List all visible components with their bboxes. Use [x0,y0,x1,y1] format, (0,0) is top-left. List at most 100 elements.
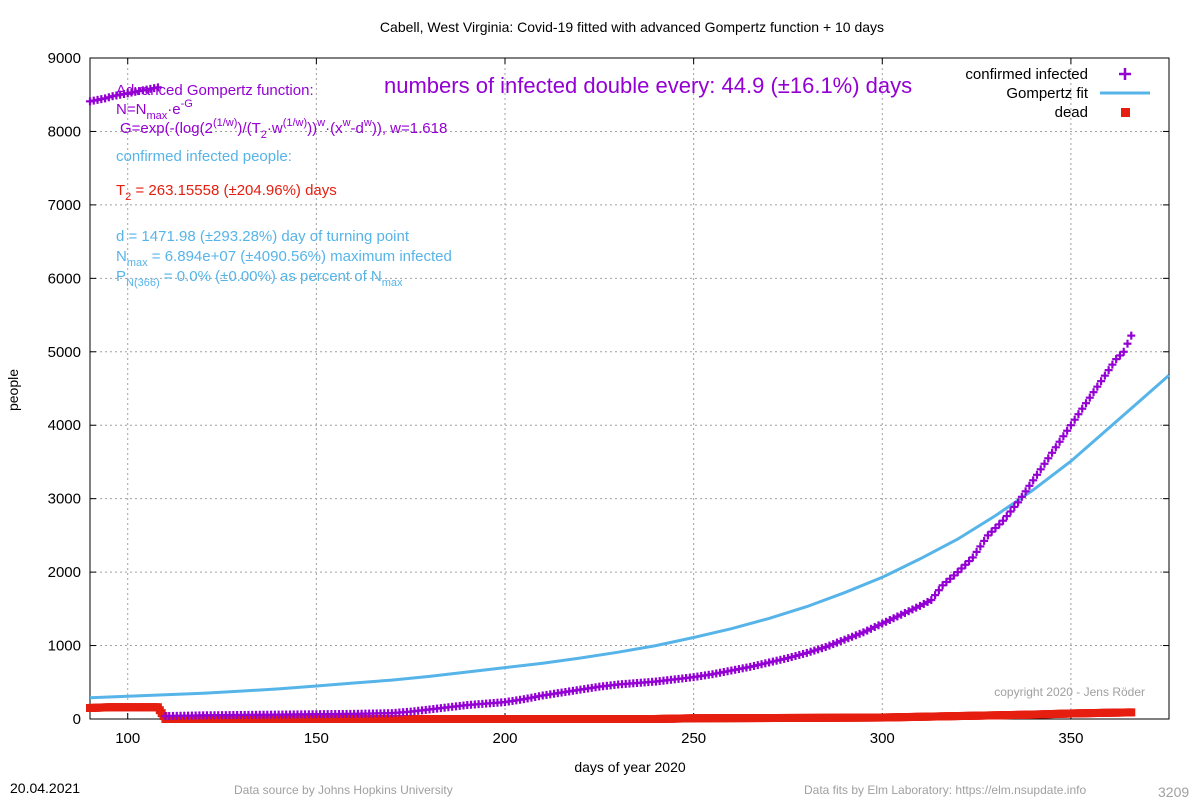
y-tick-label: 2000 [48,564,81,581]
copyright: copyright 2020 - Jens Röder [994,685,1145,699]
y-tick-label: 3000 [48,491,81,508]
formula-g-d: 2 [261,129,267,141]
infected-point [825,641,834,650]
p-sub: N(366) [126,277,160,289]
infected-point [968,553,977,562]
formula-n-sub: max [146,110,167,122]
formula-n-rest: ·e [167,101,180,118]
series-gompertz-fit [89,374,1170,700]
confirmed-info-label: confirmed infected people: [116,148,292,165]
infected-point [1032,470,1041,479]
series-dead [86,703,1136,723]
nmax-prefix: N [116,248,127,265]
infected-point [976,542,985,551]
footer-date: 20.04.2021 [10,780,81,796]
infected-point [1119,347,1128,356]
formula-g-j: w [342,117,351,129]
y-axis-label: people [5,369,21,411]
infected-point [840,635,849,644]
infected-point [1070,415,1079,424]
infected-point [851,631,860,640]
function-formula-n: N=Nmax·e-G [116,98,193,122]
formula-g-f: (1/w) [283,117,307,129]
chart-title: Cabell, West Virginia: Covid-19 fitted w… [380,19,884,35]
formula-g-a: G=exp(-(log(2 [120,120,213,137]
infected-point [1093,382,1102,391]
y-tick-label: 0 [73,711,81,728]
nmax-sub: max [127,257,148,269]
infected-point [1044,454,1053,463]
formula-g-g: )) [307,120,317,137]
t2-sub: 2 [125,191,131,203]
infected-point [927,596,936,605]
t2-prefix: T [116,182,125,199]
infected-point [1017,492,1026,501]
infected-point [817,644,826,653]
y-tick-label: 1000 [48,638,81,655]
function-title: Advanced Gompertz function: [116,82,314,99]
legend-label-infected: confirmed infected [965,66,1088,83]
infected-point [1082,399,1090,408]
formula-g-c: )/(T [237,120,260,137]
gompertz-fit-line [89,374,1170,700]
formula-g-e: ·w [267,120,283,137]
infected-point [972,547,981,556]
infected-point [1010,502,1019,511]
x-tick-label: 100 [115,730,140,747]
x-tick-label: 300 [870,730,895,747]
y-tick-label: 8000 [48,123,81,140]
infected-point [1097,377,1106,386]
infected-point [1040,459,1049,468]
infected-point [833,638,841,647]
infected-point [1021,487,1030,496]
formula-g-i: ·(x [325,120,343,137]
axis-ticks: 100 150 200 250 300 350 0 1000 2000 3000 4000 5000 6… [48,50,1169,747]
y-tick-label: 4000 [48,417,81,434]
formula-n-text: N=N [116,101,146,118]
infected-point [999,516,1007,525]
p-prefix: P [116,268,126,285]
infected-point [1002,512,1011,521]
infected-point [1127,331,1136,340]
infected-point [1025,481,1034,490]
infected-point [1078,404,1087,413]
infected-point [1048,448,1057,457]
function-formula-g: G=exp(-(log(2(1/w))/(T2·w(1/w)))w·(xw-dw… [120,117,447,141]
footer-id: 3209 [1158,784,1190,800]
infected-point [104,93,113,102]
infected-point [821,643,830,652]
x-tick-label: 200 [492,730,517,747]
p-sub2: max [382,277,403,289]
infected-point [1108,360,1117,369]
t2-line: T2 = 263.15558 (±204.96%) days [116,182,337,203]
formula-g-h: w [316,117,325,129]
x-axis-label: days of year 2020 [574,759,686,775]
y-tick-label: 6000 [48,270,81,287]
infected-point [814,645,823,654]
t2-value: = 263.15558 (±204.96%) days [131,182,336,199]
annotations: numbers of infected double every: 44.9 (… [116,73,1145,699]
infected-point [1085,393,1094,402]
y-tick-label: 5000 [48,344,81,361]
infected-point [1104,366,1113,375]
formula-g-l: w [363,117,372,129]
infected-point [806,647,815,656]
legend: confirmed infected Gompertz fit dead [965,66,1150,121]
x-tick-label: 250 [681,730,706,747]
y-tick-label: 7000 [48,197,81,214]
nmax-line: Nmax = 6.894e+07 (±4090.56%) maximum inf… [116,248,452,269]
infected-point [855,629,864,638]
legend-marker-infected [1119,68,1131,80]
infected-point [101,94,110,103]
legend-label-dead: dead [1055,104,1088,121]
infected-point [1074,410,1083,419]
doubling-headline: numbers of infected double every: 44.9 (… [384,73,912,98]
x-tick-label: 150 [304,730,329,747]
nmax-value: = 6.894e+07 (±4090.56%) maximum infected [148,248,452,265]
infected-point [934,586,943,595]
infected-point [810,646,819,655]
infected-point [1029,476,1038,485]
grid [90,58,1169,719]
infected-point [1123,339,1132,348]
